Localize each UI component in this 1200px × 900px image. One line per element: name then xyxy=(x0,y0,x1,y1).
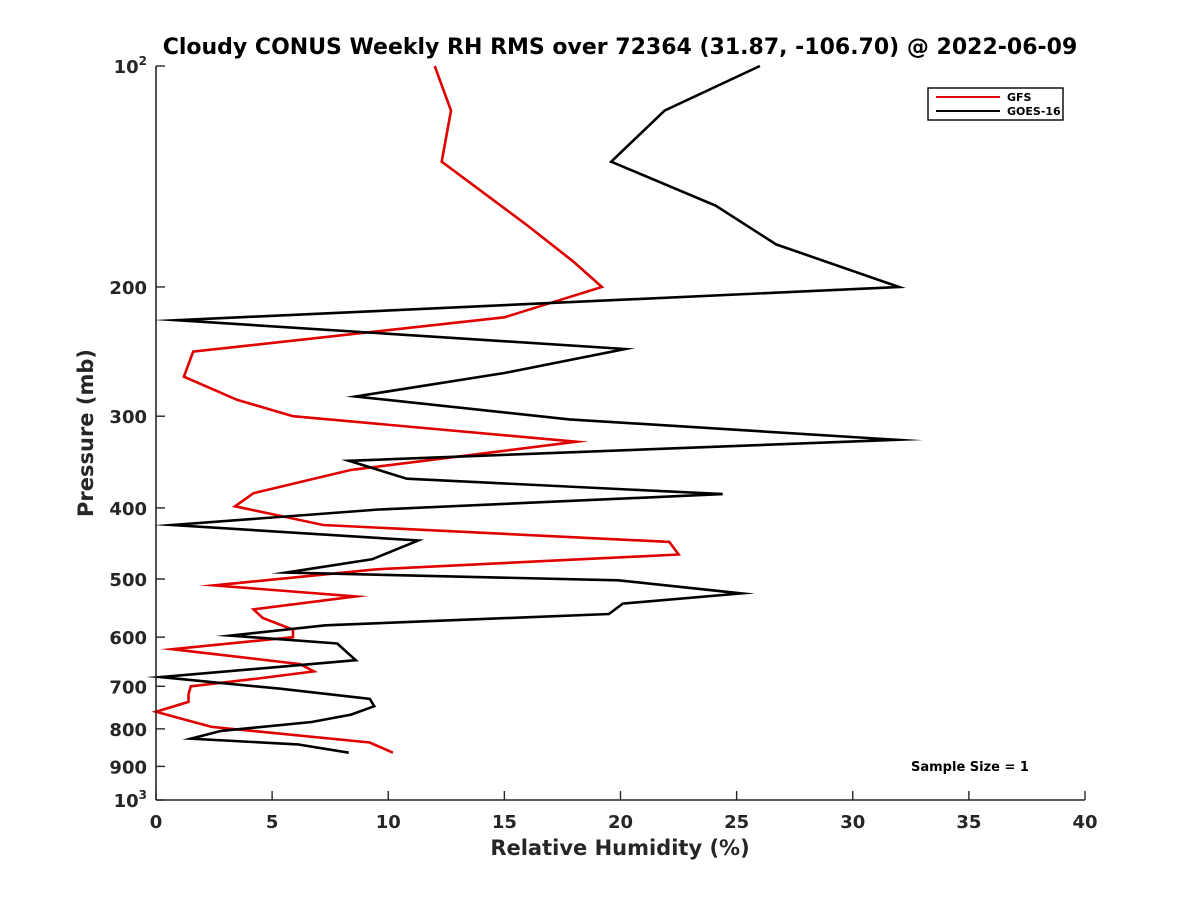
x-tick-label: 0 xyxy=(150,812,163,833)
y-tick-label: 500 xyxy=(109,570,147,591)
x-tick-label: 10 xyxy=(376,812,401,833)
y-tick-label: 102 xyxy=(114,54,147,78)
x-axis-ticks: 0 5 10 15 20 25 30 35 40 xyxy=(150,791,1098,833)
y-tick-label: 600 xyxy=(109,628,147,649)
sample-size-annotation: Sample Size = 1 xyxy=(911,760,1029,775)
legend-box xyxy=(927,87,1064,121)
y-tick-label: 200 xyxy=(109,278,147,299)
y-tick-label: 900 xyxy=(109,757,147,778)
y-axis-label: Pressure (mb) xyxy=(74,349,98,517)
y-tick-label: 103 xyxy=(114,788,147,812)
x-tick-label: 5 xyxy=(266,812,279,833)
x-axis-label: Relative Humidity (%) xyxy=(490,836,749,860)
x-tick-label: 25 xyxy=(724,812,749,833)
series-layer xyxy=(146,64,923,754)
chart-title: Cloudy CONUS Weekly RH RMS over 72364 (3… xyxy=(163,35,1078,60)
x-tick-label: 15 xyxy=(492,812,517,833)
series-line-goes16 xyxy=(146,64,923,754)
x-tick-label: 40 xyxy=(1072,812,1097,833)
legend-label-goes16: GOES-16 xyxy=(1007,105,1061,118)
series-line-gfs xyxy=(151,65,682,754)
y-tick-label: 400 xyxy=(109,499,147,520)
y-tick-label: 700 xyxy=(109,677,147,698)
y-axis-ticks: 102 200 300 400 500 600 700 800 900 103 xyxy=(109,54,165,812)
y-tick-label: 300 xyxy=(109,407,147,428)
x-tick-label: 30 xyxy=(840,812,865,833)
y-tick-label: 800 xyxy=(109,720,147,741)
legend-label-gfs: GFS xyxy=(1007,91,1032,104)
legend: GFS GOES-16 xyxy=(927,87,1064,121)
x-tick-label: 35 xyxy=(956,812,981,833)
x-tick-label: 20 xyxy=(608,812,633,833)
